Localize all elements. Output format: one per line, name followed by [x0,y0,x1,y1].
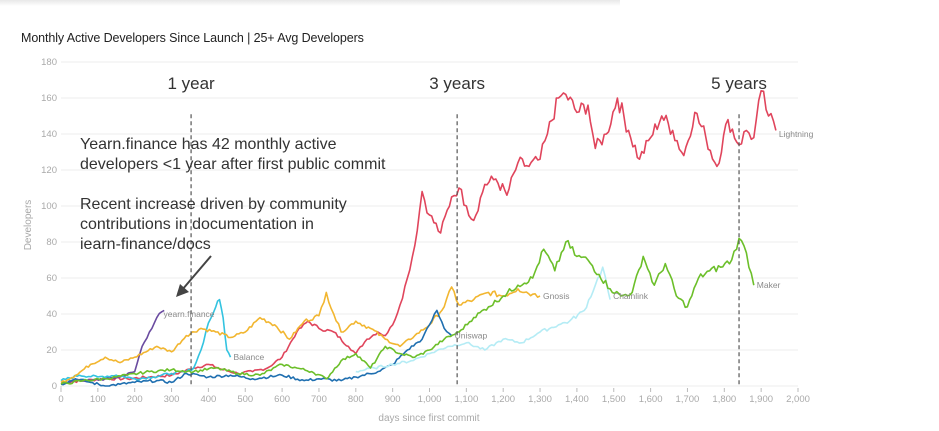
x-tick-label: 700 [311,394,327,405]
annotation-arrow [176,255,212,297]
x-tick-label: 2,000 [786,394,810,405]
y-tick-label: 140 [41,129,57,140]
y-tick-label: 160 [41,93,57,104]
reference-line-label: 5 years [711,74,767,93]
y-tick-label: 20 [46,345,57,356]
x-tick-label: 1,000 [418,394,442,405]
annotation-line: contributions in documentation in [80,216,314,233]
y-tick-label: 40 [46,309,57,320]
annotation-line: iearn-finance/docs [80,236,211,253]
series-label: Lightning [779,129,814,139]
x-tick-label: 400 [200,394,216,405]
y-tick-label: 180 [41,57,57,68]
series-line-lightning [60,90,777,384]
x-tick-label: 1,200 [491,394,515,405]
series-line-gnosis [60,286,541,384]
series-label: Balance [234,352,265,362]
x-tick-label: 100 [90,394,106,405]
reference-line-label: 3 years [429,74,485,93]
series-label: Maker [757,280,781,290]
x-tick-label: 1,800 [712,394,736,405]
x-axis-ticks: 0 100 200 300 400 500 600 700 800 900 1,000 1,100 1,… [58,388,810,405]
y-tick-label: 60 [46,273,57,284]
x-tick-label: 1,900 [749,394,773,405]
series-label: Gnosis [543,291,569,301]
reference-line-label: 1 year [167,74,215,93]
x-tick-label: 1,500 [602,394,626,405]
y-tick-label: 0 [52,381,57,392]
x-tick-label: 200 [127,394,143,405]
x-tick-label: 500 [237,394,253,405]
top-edge-fade [0,0,620,6]
series-line-uniswap [60,309,453,387]
x-tick-label: 1,700 [676,394,700,405]
series-line-balancer [60,298,232,382]
y-axis-ticks: 0 20 40 60 80 100 120 140 160 180 [41,57,57,392]
y-tick-label: 80 [46,237,57,248]
x-tick-label: 300 [164,394,180,405]
x-tick-label: 0 [58,394,63,405]
series-label: Uniswap [455,331,488,341]
annotation-line: Recent increase driven by community [80,196,347,213]
reference-lines: 1 year 3 years 5 years [167,74,767,386]
series-line-chainlink [355,266,611,373]
x-tick-label: 1,600 [639,394,663,405]
annotation-line: Yearn.finance has 42 monthly active [80,136,337,153]
x-tick-label: 1,400 [565,394,589,405]
series-lines [60,90,777,387]
series-label: yearn.finance [163,309,214,319]
series-labels: Lightning yearn.finance Balance Gnosis Unisw… [163,129,813,362]
series-line-maker [60,237,755,385]
x-tick-label: 600 [274,394,290,405]
x-tick-label: 1,300 [528,394,552,405]
x-axis-label: days since first commit [378,413,479,424]
y-tick-label: 120 [41,165,57,176]
annotation-line: developers <1 year after first public co… [80,156,386,173]
series-label: Chainlink [613,291,649,301]
y-tick-label: 100 [41,201,57,212]
gridlines [60,61,798,390]
x-tick-label: 800 [348,394,364,405]
x-tick-label: 1,100 [454,394,478,405]
chart-title: Monthly Active Developers Since Launch |… [21,31,364,45]
annotation-text: Yearn.finance has 42 monthly active devel… [80,136,386,253]
x-tick-label: 900 [385,394,401,405]
y-axis-label: Developers [23,200,34,251]
